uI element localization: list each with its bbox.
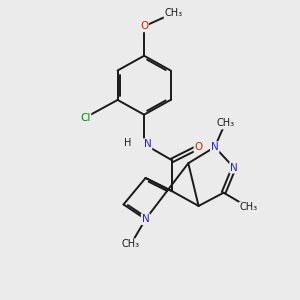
Text: N: N [230, 163, 238, 173]
Text: CH₃: CH₃ [122, 239, 140, 249]
Text: O: O [140, 21, 148, 31]
Text: Cl: Cl [80, 112, 90, 123]
Text: N: N [211, 142, 219, 152]
Text: CH₃: CH₃ [240, 202, 258, 212]
Text: H: H [124, 138, 132, 148]
Text: N: N [144, 139, 152, 149]
Text: O: O [194, 142, 203, 152]
Text: CH₃: CH₃ [216, 118, 234, 128]
Text: N: N [142, 214, 149, 224]
Text: CH₃: CH₃ [164, 8, 183, 18]
